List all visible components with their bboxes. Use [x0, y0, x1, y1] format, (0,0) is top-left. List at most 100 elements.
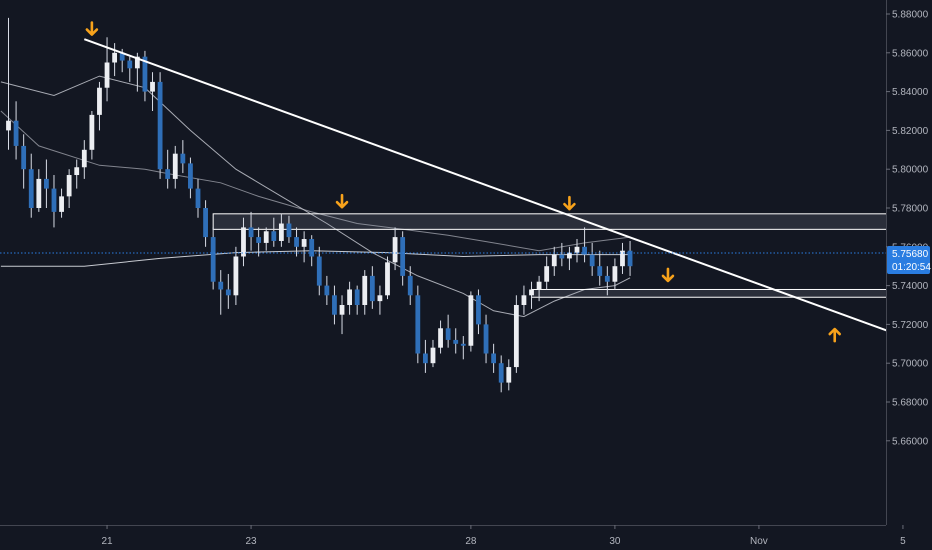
candle-body: [188, 163, 193, 189]
trendline[interactable]: [83, 38, 932, 427]
candle-body: [225, 289, 231, 296]
candle-body: [21, 145, 27, 170]
price-tag-value: 5.75680: [892, 249, 929, 260]
zone-rectangle[interactable]: [531, 288, 932, 298]
candle-body: [294, 237, 299, 247]
candle-body: [150, 81, 155, 92]
candle-body: [180, 153, 186, 164]
candle-body: [536, 281, 542, 290]
candle-body: [430, 347, 436, 364]
time-tick-label: 21: [101, 536, 113, 547]
time-tick-label: 5: [900, 536, 906, 547]
time-tick-label: 30: [609, 536, 621, 547]
candle-body: [513, 305, 519, 368]
arrow-down-marker: [85, 21, 99, 36]
candle-body: [316, 256, 322, 286]
candle-body: [210, 237, 216, 282]
arrow-down-marker: [563, 195, 576, 211]
price-axis[interactable]: 5.88000 5.86000 5.84000 5.82000 5.80000 5.780…: [886, 0, 932, 550]
candle-body: [286, 223, 292, 238]
candle-body: [453, 339, 459, 344]
current-price-tag: 5.75680 01:20:54: [887, 246, 931, 275]
arrow-markers: [85, 21, 842, 343]
candle-body: [241, 227, 246, 257]
drawings[interactable]: [83, 0, 932, 427]
candle-body: [6, 120, 11, 131]
price-tick-label: 5.66000: [892, 436, 929, 447]
candle-body: [172, 153, 178, 179]
candle-body: [544, 266, 550, 282]
price-tick-label: 5.82000: [892, 126, 929, 137]
candle-body: [332, 295, 337, 315]
candle-body: [551, 254, 557, 267]
candle-body: [476, 295, 481, 325]
price-tag-countdown: 01:20:54: [892, 262, 931, 273]
candle-body: [218, 281, 224, 290]
candle-body: [423, 353, 428, 364]
candle-body: [506, 367, 512, 383]
candle-body: [582, 246, 587, 255]
candle-body: [369, 275, 375, 302]
price-tick-label: 5.84000: [892, 87, 929, 98]
candle-body: [97, 87, 102, 115]
candle-body: [119, 52, 125, 61]
candle-body: [354, 289, 360, 305]
candle-body: [627, 250, 633, 267]
candle-body: [498, 363, 504, 383]
candle-body: [278, 223, 284, 241]
candle-body: [112, 52, 118, 63]
candle-body: [400, 237, 406, 276]
moving-average-line: [0, 110, 631, 252]
candle-body: [491, 353, 497, 364]
arrow-up-marker: [828, 327, 842, 343]
arrow-down-marker: [335, 193, 349, 209]
time-axis[interactable]: 21232830Nov57111318: [0, 525, 932, 550]
candle-body: [589, 254, 595, 267]
price-tick-label: 5.68000: [892, 398, 929, 409]
candle-body: [521, 295, 527, 305]
candle-body: [271, 231, 277, 241]
candle-body: [604, 275, 610, 282]
price-tag-box: [887, 246, 930, 275]
candle-body: [415, 295, 421, 354]
candle-body: [483, 324, 489, 354]
price-tick-label: 5.80000: [892, 165, 929, 176]
candle-body: [142, 56, 148, 92]
candle-body: [339, 305, 345, 315]
candle-body: [59, 196, 64, 212]
candle-body: [597, 266, 603, 276]
candle-body: [362, 275, 368, 305]
candle-body: [324, 285, 330, 296]
time-tick-label: 28: [465, 536, 477, 547]
candle-body: [529, 289, 534, 296]
candle-body: [263, 231, 269, 243]
candle-body: [468, 295, 474, 346]
candle-body: [44, 178, 49, 189]
candle-body: [203, 208, 208, 238]
candle-body: [309, 239, 315, 257]
time-tick-label: Nov: [750, 536, 768, 547]
candle-body: [256, 237, 262, 243]
candle-body: [127, 60, 133, 69]
candle-body: [13, 120, 19, 146]
candle-body: [89, 114, 95, 150]
candle-body: [81, 149, 87, 168]
candle-body: [407, 275, 413, 296]
candle-body: [74, 167, 80, 176]
candle-body: [104, 62, 110, 88]
candle-body: [134, 56, 140, 69]
price-axis-background: [886, 0, 932, 550]
price-tick-label: 5.70000: [892, 359, 929, 370]
candle-body: [165, 169, 171, 179]
price-tick-label: 5.78000: [892, 204, 929, 215]
candle-body: [347, 289, 352, 305]
price-tick-label: 5.88000: [892, 10, 929, 21]
candle-body: [567, 252, 572, 259]
time-axis-background: [0, 525, 886, 550]
candle-body: [301, 239, 307, 247]
candle-body: [620, 250, 625, 267]
candle-body: [233, 256, 239, 296]
price-tick-label: 5.86000: [892, 48, 929, 59]
time-tick-label: 23: [245, 536, 257, 547]
